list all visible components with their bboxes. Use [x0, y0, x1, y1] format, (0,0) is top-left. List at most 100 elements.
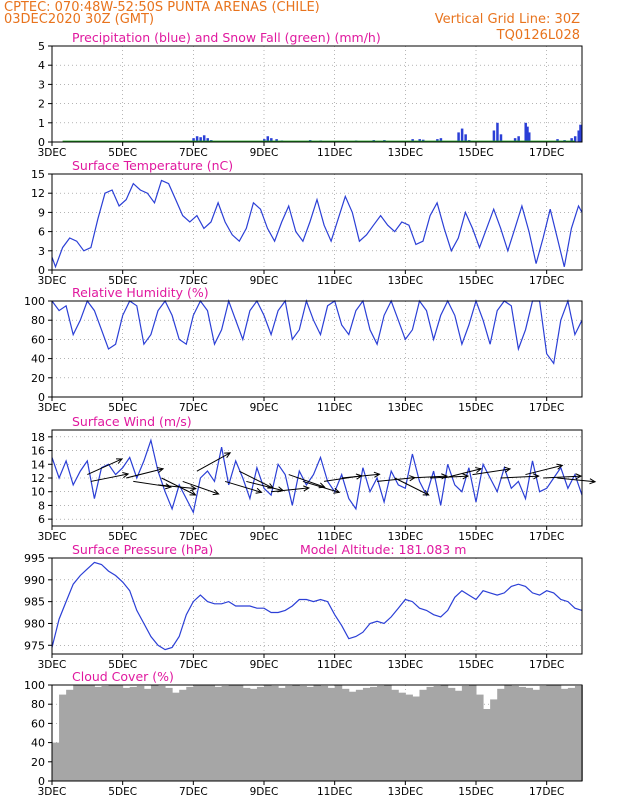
cloud-bar	[101, 685, 110, 781]
x-tick-label: 15DEC	[458, 531, 493, 543]
x-tick-label: 15DEC	[458, 786, 493, 798]
plot-frame	[51, 429, 583, 527]
x-tick-label: 17DEC	[529, 659, 564, 671]
cloud-bar	[129, 686, 138, 781]
y-tick-label: 0	[38, 264, 45, 277]
precip-bar	[418, 139, 421, 142]
cloud-bar	[115, 685, 124, 781]
y-tick-label: 80	[31, 698, 45, 711]
wind-arrow	[246, 480, 284, 492]
x-tick-label: 7DEC	[179, 275, 208, 287]
wind-arrow	[408, 475, 447, 479]
y-tick-label: 60	[31, 717, 45, 730]
wind-arrow	[196, 452, 231, 472]
cloud-bar	[108, 685, 117, 781]
wind-arrowhead	[475, 467, 483, 474]
x-tick-label: 11DEC	[317, 275, 352, 287]
cloud-bar	[299, 685, 307, 781]
plot-frame	[51, 173, 583, 271]
cloud-bar	[158, 685, 166, 781]
precip-bar	[436, 139, 439, 142]
cloud-bar	[433, 685, 442, 781]
x-tick-label: 7DEC	[179, 147, 208, 159]
cloud-bar	[440, 685, 449, 781]
cloud-bar	[419, 689, 428, 781]
cloud-bar	[271, 685, 279, 781]
y-tick-label: 3	[38, 245, 45, 258]
cloud-bar	[143, 688, 152, 781]
y-tick-label: 14	[31, 458, 45, 471]
x-tick-label: 11DEC	[317, 786, 352, 798]
chart-header: CPTEC: 070:48W-52:50S PUNTA ARENAS (CHIL…	[0, 0, 618, 44]
panel-5	[48, 684, 583, 785]
cloud-bar	[292, 685, 300, 781]
cloud-bar	[313, 685, 322, 781]
wind-arrow	[90, 473, 129, 482]
x-tick-label: 17DEC	[529, 531, 564, 543]
x-tick-label: 7DEC	[179, 786, 208, 798]
y-tick-label: 0	[38, 391, 45, 404]
plot-frame	[51, 300, 583, 398]
plot-frame	[51, 45, 583, 143]
precip-bar	[573, 136, 577, 142]
cloud-bar	[207, 685, 216, 781]
precip-bar	[439, 138, 443, 142]
cloud-bar	[454, 690, 463, 781]
cloud-bar	[186, 686, 194, 781]
wind-arrow	[157, 484, 196, 490]
x-tick-label: 3DEC	[38, 147, 67, 159]
precip-bar	[275, 139, 278, 142]
wind-arrowhead	[255, 487, 263, 494]
cloud-bar	[370, 686, 378, 781]
x-tick-label: 13DEC	[388, 147, 423, 159]
cloud-bar	[341, 688, 350, 781]
cloud-bar	[136, 685, 145, 781]
cloud-bar	[80, 685, 88, 781]
y-tick-label: 20	[31, 756, 45, 769]
cloud-bar	[461, 685, 470, 781]
y-tick-label: 5	[38, 40, 45, 53]
cloud-bar	[193, 685, 201, 781]
cloud-bar	[391, 689, 399, 781]
x-tick-label: 5DEC	[108, 275, 137, 287]
cloud-bar	[256, 686, 265, 781]
x-tick-label: 15DEC	[458, 147, 493, 159]
x-tick-label: 13DEC	[388, 659, 423, 671]
cloud-bar	[497, 688, 505, 781]
wind-arrowhead	[224, 452, 232, 459]
y-tick-label: 995	[24, 552, 45, 565]
y-tick-label: 100	[24, 679, 45, 692]
cloud-bar	[59, 694, 67, 781]
x-tick-label: 9DEC	[250, 402, 279, 414]
header-station: CPTEC: 070:48W-52:50S PUNTA ARENAS (CHIL…	[4, 0, 320, 15]
x-tick-label: 11DEC	[317, 402, 352, 414]
precip-bar	[524, 122, 527, 142]
wind-arrow	[377, 477, 415, 482]
cloud-bar	[560, 688, 569, 781]
wind-arrow	[302, 480, 340, 493]
x-tick-label: 9DEC	[250, 275, 279, 287]
y-tick-label: 15	[31, 168, 45, 181]
x-tick-label: 13DEC	[388, 531, 423, 543]
precip-bar	[526, 126, 529, 142]
cloud-bar	[94, 686, 102, 781]
panel-annotation: Model Altitude: 181.083 m	[300, 542, 466, 557]
x-tick-label: 11DEC	[317, 147, 352, 159]
cloud-bar	[242, 687, 251, 781]
wind-arrow	[288, 474, 325, 488]
wind-arrowhead	[164, 483, 172, 490]
wind-arrowhead	[115, 458, 124, 464]
precip-bar	[579, 124, 582, 142]
cloud-bar	[235, 685, 244, 781]
y-tick-label: 18	[31, 431, 45, 444]
wind-arrow	[87, 458, 123, 476]
y-tick-label: 12	[31, 187, 45, 200]
y-tick-label: 980	[24, 617, 45, 630]
y-tick-label: 20	[31, 372, 45, 385]
y-tick-label: 990	[24, 574, 45, 587]
cloud-bar	[52, 742, 60, 781]
wind-arrowhead	[532, 473, 540, 480]
wind-arrow	[224, 480, 262, 493]
wind-arrow	[543, 475, 582, 479]
